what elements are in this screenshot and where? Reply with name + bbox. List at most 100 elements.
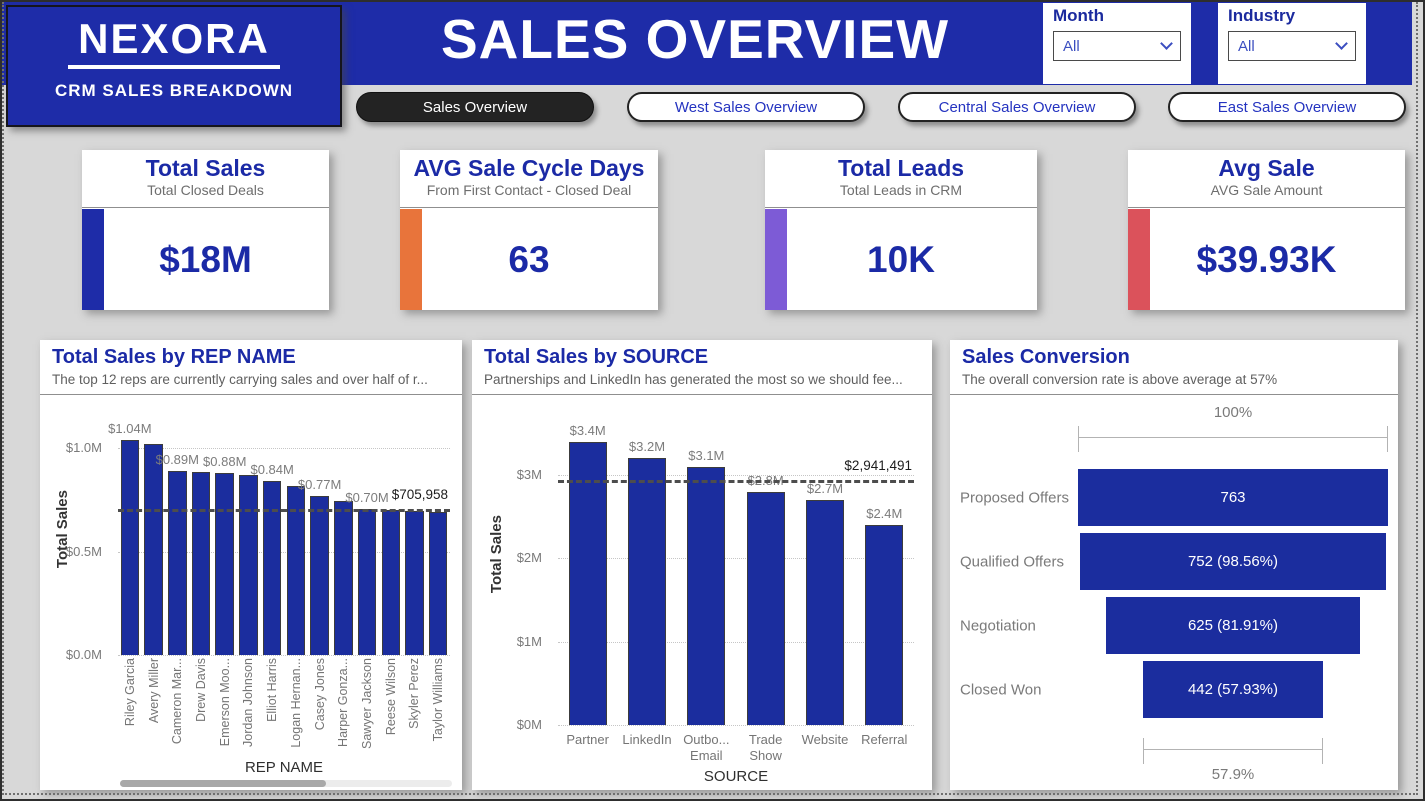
bar-Jordan Johnson[interactable] [239,475,258,655]
chart-title: Total Sales by REP NAME [52,346,296,368]
page-title: SALES OVERVIEW [440,8,950,70]
bar-Avery Miller[interactable] [144,443,163,655]
x-tick-label: Elliot Harris [265,658,280,722]
x-tick: Elliot Harris [260,658,284,755]
month-dropdown[interactable]: All [1053,31,1181,61]
gridline [118,655,450,656]
bar-slot [189,415,213,655]
x-tick-label: Drew Davis [194,658,209,722]
bar-slot: $3.4M [558,410,617,725]
chevron-down-icon [1160,37,1173,50]
gridline [558,725,914,726]
x-tick-label: Logan Hernan... [288,658,303,748]
month-slicer: Month All [1043,3,1191,84]
bar-Outbo... Email[interactable] [687,466,726,725]
funnel-bar-Closed Won[interactable]: 442 (57.93%) [1143,661,1323,718]
bar-slot [426,415,450,655]
logo-subtitle: CRM SALES BREAKDOWN [54,81,294,101]
x-tick: Partner [558,732,617,770]
chart-total-sales-by-source: Total Sales by SOURCE Partnerships and L… [472,340,932,790]
bar-Harper Gonza...[interactable] [334,500,353,655]
bar-Reese Wilson[interactable] [381,510,401,655]
horizontal-scrollbar[interactable] [120,780,452,787]
gridline [558,641,914,643]
x-axis-labels: Partner LinkedIn Outbo... Email Trade Show W… [558,732,914,770]
industry-dropdown[interactable]: All [1228,31,1356,61]
tab-west-sales-overview[interactable]: West Sales Overview [627,92,865,122]
bar-slot: $0.77M [298,415,341,655]
x-tick: Emerson Moo... [213,658,237,755]
bar-value-label: $0.88M [203,453,247,469]
bar-Cameron Mar...[interactable] [168,470,187,655]
plot-area: $1.04M $0.89M $0.88M $0.84M $0.77M $0.70M $705… [108,415,450,656]
funnel-bar-Proposed Offers[interactable]: 763 [1078,469,1388,526]
x-tick: Avery Miller [142,658,166,755]
funnel-bar-Qualified Offers[interactable]: 752 (98.56%) [1080,533,1386,590]
kpi-total-sales: Total Sales Total Closed Deals $18M [82,150,329,310]
chart-subtitle: Partnerships and LinkedIn has generated … [472,369,932,395]
scrollbar-thumb[interactable] [120,780,326,787]
x-tick: Harper Gonza... [331,658,355,755]
gridline [118,448,450,450]
average-line [558,479,914,483]
bar-slot [142,415,166,655]
bar-slot [284,415,308,655]
kpi-subtitle: AVG Sale Amount [1210,182,1323,199]
average-line [118,508,450,512]
x-tick-label: Jordan Johnson [241,658,256,747]
y-tick-label: $0.0M [65,647,102,662]
bar-Emerson Moo...[interactable] [215,472,234,655]
x-tick: Sawyer Jackson [355,658,379,755]
kpi-value: 63 [508,238,550,280]
y-tick-label: $2M [516,550,542,566]
bar-Referral[interactable] [865,525,904,725]
bar-LinkedIn[interactable] [628,458,666,725]
funnel-bottom-percentage: 57.9% [1211,766,1255,783]
x-axis-title: SOURCE [703,768,769,785]
bar-Elliot Harris[interactable] [262,481,282,655]
x-tick: Taylor Williams [426,658,450,755]
bar-value-label: $2.7M [806,481,844,496]
kpi-avg-sale: Avg Sale AVG Sale Amount $39.93K [1128,150,1405,310]
bar-Taylor Williams[interactable] [428,512,448,655]
y-axis-ticks: $3M $2M $1M $0M [472,410,550,732]
bar-Riley Garcia[interactable] [120,439,140,655]
tab-east-sales-overview[interactable]: East Sales Overview [1168,92,1406,122]
x-tick-label: Partner [566,732,609,747]
bar-slot: $3.1M [677,410,736,725]
bar-slot: $2.4M [855,410,914,725]
bar-slot: $0.70M [345,415,389,655]
kpi-total-leads: Total Leads Total Leads in CRM 10K [765,150,1037,310]
x-tick: Referral [855,732,914,770]
kpi-subtitle: Total Leads in CRM [839,182,963,199]
funnel-top-percentage: 100% [1213,404,1253,421]
bar-Partner[interactable] [568,441,607,725]
tab-central-sales-overview[interactable]: Central Sales Overview [898,92,1136,122]
month-slicer-label: Month [1053,6,1104,25]
bar-slot [237,415,261,655]
bar-Website[interactable] [805,500,844,725]
x-tick: Reese Wilson [379,658,403,755]
funnel-stage-row: Proposed Offers 763 [950,466,1390,530]
bar-Casey Jones[interactable] [310,495,329,655]
bar-Trade Show[interactable] [746,491,785,725]
tab-sales-overview[interactable]: Sales Overview [356,92,594,122]
x-tick-label: Riley Garcia [122,658,137,727]
chart-title: Total Sales by SOURCE [484,346,709,368]
bar-Drew Davis[interactable] [191,471,211,655]
chevron-down-icon [1335,37,1348,50]
bar-Skyler Perez[interactable] [405,511,424,655]
kpi-accent-bar [765,209,787,310]
chart-total-sales-by-rep-name: Total Sales by REP NAME The top 12 reps … [40,340,462,790]
kpi-accent-bar [400,209,422,310]
bar-Sawyer Jackson[interactable] [357,509,377,655]
plot-area: $3.4M $3.2M $3.1M $2.8M $2.7M $2.4M $2,941,491 [558,410,914,726]
x-tick: Outbo... Email [677,732,736,770]
bar-Logan Hernan...[interactable] [286,486,306,655]
funnel-bar-Negotiation[interactable]: 625 (81.91%) [1106,597,1360,654]
bar-slot: $1.04M [108,415,152,655]
industry-slicer-label: Industry [1228,6,1296,25]
kpi-title: Total Sales [145,155,266,181]
kpi-value: $39.93K [1196,238,1337,280]
